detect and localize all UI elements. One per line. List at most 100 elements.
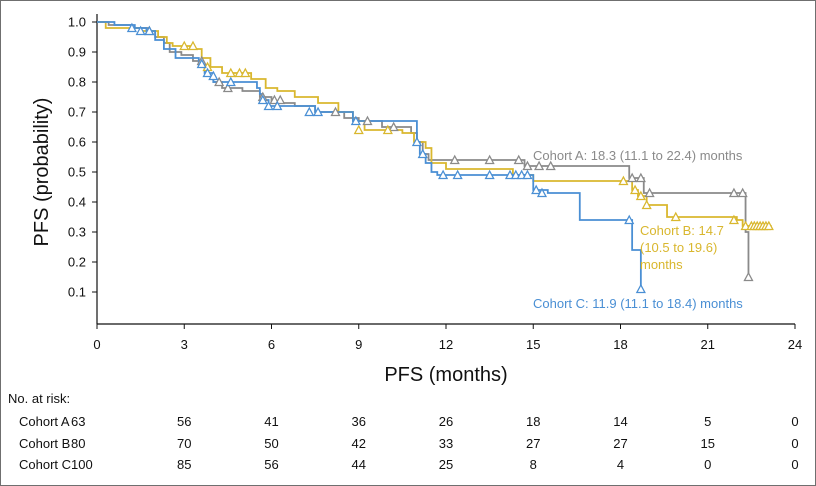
censor-mark-cohort-b	[618, 175, 629, 186]
y-tick-label: 1.0	[68, 15, 86, 30]
risk-count: 42	[352, 436, 366, 451]
risk-count: 36	[352, 414, 366, 429]
y-tick-label: 0.5	[68, 165, 86, 180]
risk-row-label: Cohort B	[19, 436, 70, 451]
risk-count: 5	[704, 414, 711, 429]
risk-count: 4	[617, 457, 624, 472]
censor-mark-cohort-a	[269, 94, 280, 105]
risk-count: 0	[791, 436, 798, 451]
censor-mark-cohort-c	[635, 283, 646, 294]
axes: 0.1 0.2 0.3 0.4 0.5 0.6 0.7 0.8 0.9 1.0 0 3 6 9 12 15 18…	[31, 14, 802, 386]
risk-count: 41	[264, 414, 278, 429]
x-tick-label: 0	[93, 337, 100, 352]
risk-count: 8	[530, 457, 537, 472]
risk-count: 70	[177, 436, 191, 451]
annotation-cohort-c: Cohort C: 11.9 (11.1 to 18.4) months	[533, 296, 743, 311]
risk-count: 44	[352, 457, 366, 472]
risk-count: 0	[791, 457, 798, 472]
risk-count: 15	[701, 436, 715, 451]
censor-mark-cohort-b	[641, 199, 652, 210]
y-tick-label: 0.6	[68, 135, 86, 150]
censor-mark-cohort-a	[522, 160, 533, 171]
x-tick-label: 9	[355, 337, 362, 352]
censor-mark-cohort-c	[522, 169, 533, 180]
censor-mark-cohort-c	[350, 115, 361, 126]
annotation-cohort-b: Cohort B: 14.7	[640, 223, 724, 238]
censor-mark-cohort-c	[531, 184, 542, 195]
x-tick-label: 6	[268, 337, 275, 352]
y-tick-label: 0.4	[68, 195, 86, 210]
censor-mark-cohort-c	[484, 169, 495, 180]
censor-mark-cohort-c	[225, 76, 236, 87]
risk-table-title: No. at risk:	[8, 391, 70, 406]
risk-table: No. at risk:Cohort A 63 56 41 36 26 18 14 5 0Coho…	[8, 391, 799, 472]
censor-mark-cohort-a	[388, 121, 399, 132]
x-tick-label: 12	[439, 337, 453, 352]
censor-mark-cohort-c	[504, 169, 516, 180]
censor-mark-cohort-b	[240, 67, 251, 78]
censor-mark-cohort-b	[234, 67, 245, 78]
censor-mark-cohort-c	[144, 25, 155, 36]
censor-mark-cohort-a	[330, 106, 341, 117]
annotation-cohort-b: months	[640, 257, 683, 272]
y-axis-title: PFS (probability)	[31, 98, 53, 247]
censor-mark-cohort-b	[670, 211, 681, 222]
censor-mark-cohort-a	[533, 160, 545, 171]
censor-mark-cohort-a	[743, 271, 754, 282]
x-axis-title: PFS (months)	[384, 364, 507, 386]
censor-mark-cohort-a	[275, 94, 286, 105]
y-tick-label: 0.2	[68, 255, 86, 270]
censor-mark-cohort-a	[362, 115, 373, 126]
risk-count: 27	[613, 436, 627, 451]
x-tick-label: 18	[613, 337, 627, 352]
risk-count: 26	[439, 414, 453, 429]
y-tick-label: 0.8	[68, 75, 86, 90]
censor-mark-cohort-c	[417, 148, 428, 159]
censor-mark-cohort-b	[740, 220, 751, 231]
risk-count: 50	[264, 436, 278, 451]
survival-curves	[97, 21, 774, 294]
censor-mark-cohort-b	[382, 124, 393, 135]
censor-mark-cohort-c	[312, 106, 324, 117]
censor-mark-cohort-b	[629, 184, 641, 195]
censor-mark-cohort-c	[208, 70, 219, 81]
censor-mark-cohort-a	[484, 154, 495, 165]
x-tick-label: 21	[701, 337, 715, 352]
x-tick-label: 24	[788, 337, 802, 352]
censor-mark-cohort-c	[126, 22, 137, 33]
censor-mark-cohort-c	[263, 100, 274, 111]
risk-count: 56	[177, 414, 191, 429]
censor-mark-cohort-a	[635, 172, 646, 183]
curve-cohort-b	[97, 21, 772, 227]
censor-mark-cohort-c	[257, 94, 268, 105]
curve-annotations: Cohort A: 18.3 (11.1 to 22.4) months Coho…	[533, 148, 743, 311]
censor-mark-cohort-c	[516, 169, 527, 180]
censor-mark-cohort-b	[353, 124, 364, 135]
censor-mark-cohort-b	[728, 214, 740, 225]
censor-mark-cohort-a	[449, 154, 460, 165]
censor-mark-cohort-a	[222, 82, 233, 93]
censor-mark-cohort-c	[202, 67, 213, 78]
censor-mark-cohort-b	[187, 40, 199, 51]
risk-count: 18	[526, 414, 540, 429]
censor-mark-cohort-a	[728, 187, 740, 198]
censor-mark-cohort-b	[179, 40, 190, 51]
risk-count: 14	[613, 414, 627, 429]
censor-mark-cohort-b	[635, 190, 646, 201]
censor-mark-cohort-c	[452, 169, 463, 180]
risk-count: 85	[177, 457, 191, 472]
censor-mark-cohort-a	[513, 154, 524, 165]
censor-mark-cohort-a	[644, 187, 655, 198]
risk-count: 33	[439, 436, 453, 451]
risk-count: 27	[526, 436, 540, 451]
risk-row-label: Cohort A	[19, 414, 70, 429]
y-tick-label: 0.9	[68, 45, 86, 60]
censor-mark-cohort-a	[627, 172, 638, 183]
risk-count: 25	[439, 457, 453, 472]
censor-mark-cohort-a	[545, 160, 556, 171]
risk-count: 0	[791, 414, 798, 429]
x-tick-label: 15	[526, 337, 540, 352]
risk-count: 0	[704, 457, 711, 472]
censor-mark-cohort-c	[411, 136, 422, 147]
